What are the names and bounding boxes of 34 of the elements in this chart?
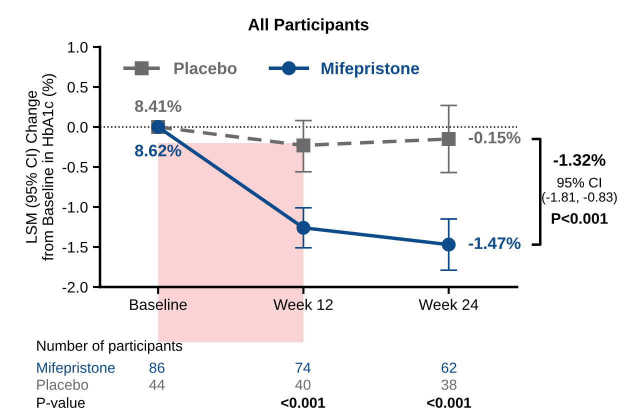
y-tick-label: 0.0: [68, 122, 88, 133]
legend-label: Mifepristone: [322, 62, 420, 78]
text: P<0.001: [552, 213, 608, 224]
y-tick-label: -0.5: [62, 162, 88, 173]
annotation: -1.47%: [468, 237, 521, 250]
text: 62: [442, 362, 456, 373]
text: -1.32%: [554, 154, 606, 166]
text: 44: [149, 380, 165, 390]
text: Placebo: [37, 379, 88, 390]
y-tick-label: -1.0: [62, 202, 88, 213]
text: 74: [296, 362, 311, 373]
y-tick-label: 1.0: [68, 42, 88, 53]
text: <0.001: [281, 398, 326, 408]
text: 40: [295, 380, 311, 390]
y-tick-label: -2.0: [62, 282, 88, 293]
y-axis-title: LSM (95% CI) Change from Baseline in HbA1c (%): [26, 74, 56, 261]
text: <0.001: [427, 398, 472, 408]
legend-label: Placebo: [174, 62, 237, 74]
annotation: 8.62%: [135, 144, 182, 156]
text: 38: [441, 380, 456, 390]
chart-title: All Participants: [248, 18, 368, 34]
text: 95% CI: [557, 178, 601, 188]
text: 86: [150, 362, 164, 373]
text: Number of participants: [37, 340, 182, 354]
annotation: 8.41%: [135, 100, 182, 112]
text: Mifepristone: [37, 362, 115, 376]
text: P-value: [37, 397, 85, 408]
x-tick-label: Week 12: [273, 298, 333, 310]
annotation: -0.15%: [468, 132, 521, 144]
text: (-1.81, -0.83): [542, 192, 617, 204]
x-tick-label: Week 24: [418, 298, 478, 310]
x-tick-label: Baseline: [130, 298, 187, 310]
y-tick-label: 0.5: [68, 82, 88, 93]
y-tick-label: -1.5: [62, 242, 88, 253]
